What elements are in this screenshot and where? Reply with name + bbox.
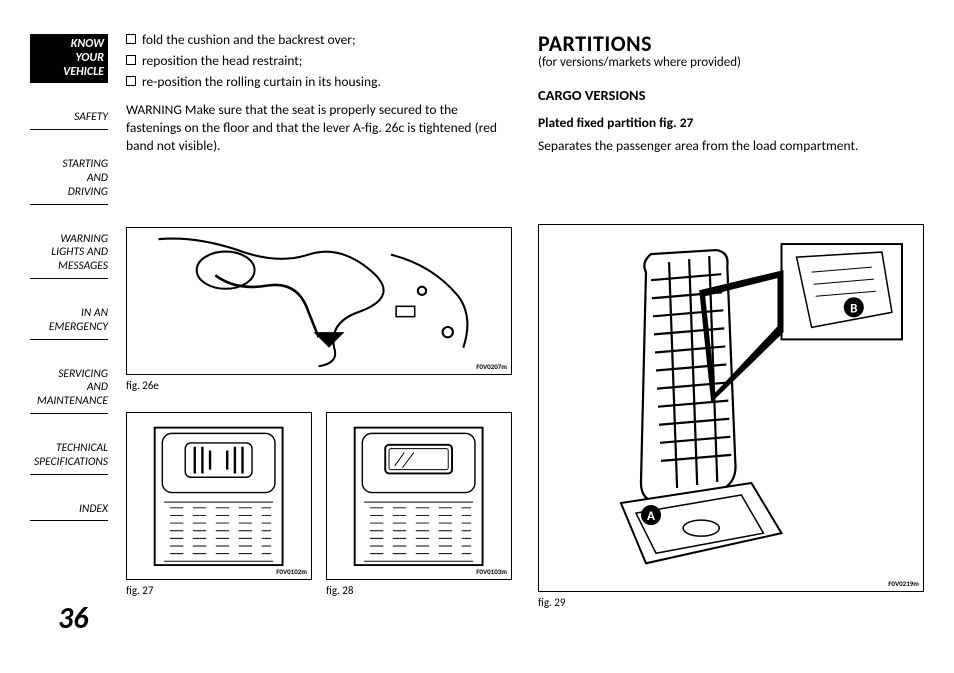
figure-code: F0V0102m [276, 567, 307, 576]
figure-frame: F0V0103m [326, 412, 512, 580]
right-column: PARTITIONS (for versions/markets where p… [538, 30, 924, 653]
bullet-text: reposition the head restraint; [142, 51, 302, 72]
callout-label-a: A [647, 508, 655, 524]
figure-28: F0V0103m fig. 28 [326, 412, 512, 597]
section-nav: KNOWYOURVEHICLE SAFETY STARTINGANDDRIVIN… [30, 30, 108, 653]
partition-plated-illustration [134, 420, 303, 573]
subsection-heading: CARGO VERSIONS [538, 86, 924, 104]
manual-page: KNOWYOURVEHICLE SAFETY STARTINGANDDRIVIN… [0, 0, 954, 673]
figure-code: F0V0103m [476, 567, 507, 576]
nav-tech-specs[interactable]: TECHNICALSPECIFICATIONS [30, 438, 108, 475]
bullet-item: re-position the rolling curtain in its h… [126, 72, 512, 93]
figure-code: F0V0207m [476, 362, 507, 371]
figure-caption: fig. 29 [538, 596, 924, 609]
ladder-partition-illustration: B [547, 232, 916, 583]
page-number: 36 [58, 600, 88, 637]
figure-frame: B [538, 224, 924, 592]
nav-active: KNOWYOURVEHICLE [30, 34, 108, 83]
callout-label-b: B [850, 301, 857, 317]
figure-27: F0V0102m fig. 27 [126, 412, 312, 597]
subsubsection-heading: Plated fixed partition fig. 27 [538, 114, 924, 131]
figure-26e: F0V0207m fig. 26e [126, 227, 512, 392]
bullet-list: fold the cushion and the backrest over; … [126, 30, 512, 93]
bullet-text: re-position the rolling curtain in its h… [142, 72, 381, 93]
nav-safety[interactable]: SAFETY [30, 107, 108, 130]
heading-subnote: (for versions/markets where provided) [538, 55, 924, 70]
warning-text: WARNING Make sure that the seat is prope… [126, 101, 512, 156]
bullet-item: fold the cushion and the backrest over; [126, 30, 512, 51]
section-heading: PARTITIONS [538, 30, 924, 57]
nav-index[interactable]: INDEX [30, 499, 108, 522]
figure-frame: F0V0102m [126, 412, 312, 580]
nav-servicing[interactable]: SERVICINGANDMAINTENANCE [30, 364, 108, 414]
figure-frame: F0V0207m [126, 227, 512, 375]
bullet-icon [126, 34, 136, 44]
figure-code: F0V0219m [888, 579, 919, 588]
figure-row: F0V0102m fig. 27 [126, 412, 512, 597]
bullet-icon [126, 55, 136, 65]
nav-emergency[interactable]: IN ANEMERGENCY [30, 303, 108, 340]
seat-lever-illustration [142, 234, 495, 368]
bullet-item: reposition the head restraint; [126, 51, 512, 72]
figure-caption: fig. 26e [126, 379, 512, 392]
bullet-text: fold the cushion and the backrest over; [142, 30, 356, 51]
bullet-icon [126, 76, 136, 86]
left-column: fold the cushion and the backrest over; … [126, 30, 512, 653]
nav-starting-driving[interactable]: STARTINGANDDRIVING [30, 154, 108, 204]
partition-window-illustration [334, 420, 503, 573]
figure-29: B [538, 224, 924, 609]
body-text: Separates the passenger area from the lo… [538, 137, 924, 154]
nav-warning-lights[interactable]: WARNINGLIGHTS ANDMESSAGES [30, 229, 108, 279]
figure-caption: fig. 27 [126, 584, 312, 597]
figure-caption: fig. 28 [326, 584, 512, 597]
content-area: fold the cushion and the backrest over; … [108, 30, 924, 653]
